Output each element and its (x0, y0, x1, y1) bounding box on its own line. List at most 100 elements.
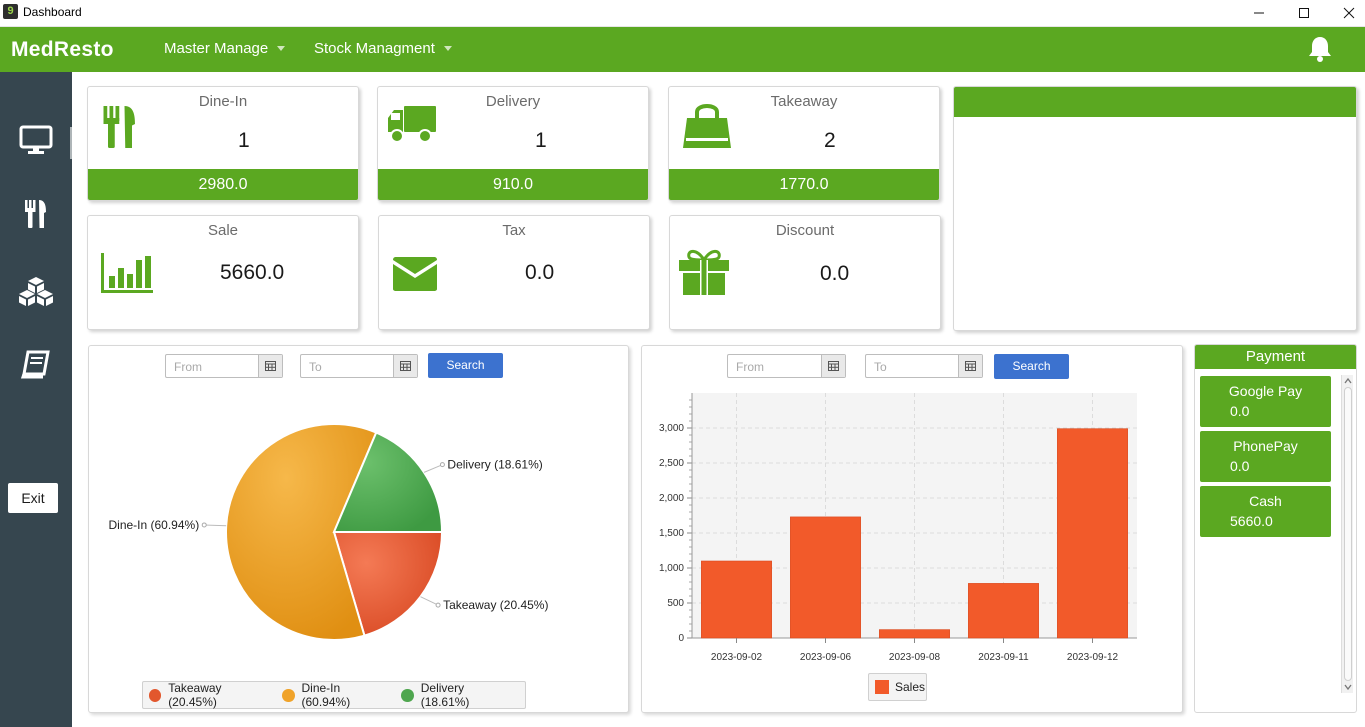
bar-y-tick-label: 1,500 (659, 528, 684, 539)
card-delivery: Delivery 1 910.0 (377, 86, 649, 201)
bar-search-button[interactable]: Search (994, 354, 1069, 379)
chevron-down-icon (1344, 684, 1352, 691)
bar-2023-09-12 (1057, 428, 1128, 639)
minimize-button[interactable] (1236, 0, 1282, 26)
scrollbar-thumb[interactable] (1344, 387, 1352, 681)
pie-slice-dine-in (225, 423, 378, 641)
payment-value: 0.0 (1230, 403, 1250, 419)
bar-from-date-input[interactable]: From (727, 354, 846, 378)
card-discount-value: 0.0 (820, 262, 850, 285)
book-icon (20, 350, 50, 379)
payment-scrollbar[interactable] (1341, 375, 1353, 693)
payment-name: Cash (1249, 493, 1282, 509)
bar-chart-icon (100, 252, 154, 299)
card-discount-title: Discount (775, 222, 835, 239)
calendar-icon[interactable] (258, 355, 282, 377)
card-takeaway: Takeaway 2 1770.0 (668, 86, 940, 201)
pie-search-button[interactable]: Search (428, 353, 503, 378)
bar-x-tick-label: 2023-09-08 (889, 652, 941, 663)
brand-logo: MedResto (11, 38, 114, 61)
sidebar-item-dashboard[interactable] (0, 124, 72, 156)
gift-icon (677, 248, 731, 301)
minimize-icon (1254, 12, 1264, 14)
calendar-icon[interactable] (958, 355, 982, 377)
pie-slice-takeaway (332, 531, 444, 637)
menu-master-manage-label: Master Manage (164, 40, 269, 57)
pie-label: Delivery (18.61%) (447, 458, 542, 472)
bar-y-tick-label: 1,000 (659, 563, 684, 574)
menu-master-manage[interactable]: Master Manage (164, 40, 286, 57)
payment-value: 0.0 (1230, 458, 1250, 474)
window-titlebar: 9 Dashboard (0, 0, 1365, 27)
legend-label: Delivery (18.61%) (420, 681, 470, 709)
cubes-icon (19, 277, 53, 306)
pie-from-placeholder: From (174, 360, 202, 374)
card-dine-in-amount: 2980.0 (88, 169, 358, 200)
bar-2023-09-06 (790, 516, 861, 639)
exit-button[interactable]: Exit (8, 483, 58, 513)
close-button[interactable] (1326, 0, 1365, 26)
payment-panel: Payment Google Pay 0.0 PhonePay 0.0 Cash… (1194, 344, 1357, 713)
sidebar-item-stock[interactable] (0, 275, 72, 307)
bar-x-tick-label: 2023-09-12 (1067, 652, 1119, 663)
pie-from-date-input[interactable]: From (165, 354, 283, 378)
card-delivery-count: 1 (535, 129, 547, 152)
shopping-bag-icon (681, 100, 733, 157)
bar-x-tick-label: 2023-09-11 (978, 652, 1029, 663)
pie-legend: Takeaway (20.45%) Dine-In (60.94%) Deliv… (142, 681, 526, 709)
pie-to-placeholder: To (309, 360, 322, 374)
sidebar-item-reports[interactable] (0, 350, 72, 380)
bar-y-tick-label: 2,500 (659, 458, 684, 469)
card-tax: Tax 0.0 (378, 215, 650, 330)
legend-item-takeaway: Takeaway (20.45%) (148, 681, 269, 709)
card-delivery-title: Delivery (485, 93, 541, 110)
bar-to-placeholder: To (874, 360, 887, 374)
card-dine-in-count: 1 (238, 129, 250, 152)
bar-chart: 0 500 1,000 1,500 2,000 2,500 3,000 2023-09-02 2… (659, 393, 1137, 663)
bar-y-tick-label: 500 (667, 598, 684, 609)
info-panel-header (954, 87, 1356, 117)
pie-leader-dot (439, 462, 445, 468)
payment-item-phonepay[interactable]: PhonePay 0.0 (1200, 431, 1331, 482)
legend-swatch (148, 688, 162, 702)
calendar-icon[interactable] (821, 355, 845, 377)
payment-item-google-pay[interactable]: Google Pay 0.0 (1200, 376, 1331, 427)
pie-leader-dot (435, 602, 441, 608)
card-takeaway-title: Takeaway (770, 93, 838, 110)
legend-swatch (401, 688, 414, 702)
app-icon: 9 (3, 4, 18, 19)
top-navbar: MedResto Master Manage Stock Managment (0, 27, 1365, 72)
menu-stock-management[interactable]: Stock Managment (314, 40, 452, 57)
sidebar-item-restaurant[interactable] (0, 198, 72, 230)
card-sale: Sale 5660.0 (87, 215, 359, 330)
chevron-up-icon (1344, 377, 1352, 384)
legend-swatch (875, 680, 889, 694)
info-panel (953, 86, 1357, 331)
legend-item-delivery: Delivery (18.61%) (401, 681, 512, 709)
calendar-icon[interactable] (393, 355, 417, 377)
pie-label: Dine-In (60.94%) (108, 518, 199, 532)
payment-item-cash[interactable]: Cash 5660.0 (1200, 486, 1331, 537)
bar-chart-panel: From To Search 0 500 1,000 1,500 2,000 2,500 3… (641, 345, 1183, 713)
pie-leader-line (204, 524, 227, 527)
payment-name: PhonePay (1233, 438, 1298, 454)
card-dine-in-title: Dine-In (198, 93, 248, 110)
maximize-button[interactable] (1281, 0, 1327, 26)
bar-x-tick-label: 2023-09-06 (800, 652, 852, 663)
bar-to-date-input[interactable]: To (865, 354, 983, 378)
window-title: Dashboard (23, 5, 82, 19)
envelope-icon (391, 256, 439, 297)
pie-to-date-input[interactable]: To (300, 354, 418, 378)
bar-x-tick-label: 2023-09-02 (711, 652, 763, 663)
bar-y-tick-label: 2,000 (659, 493, 684, 504)
chevron-down-icon (277, 46, 286, 51)
bar-legend: Sales (868, 673, 927, 701)
close-icon (1343, 7, 1355, 19)
card-delivery-amount: 910.0 (378, 169, 648, 200)
chevron-down-icon (443, 46, 452, 51)
notification-button[interactable] (1307, 35, 1333, 68)
cutlery-icon (100, 103, 140, 156)
bell-icon (1309, 37, 1331, 62)
payment-value: 5660.0 (1230, 513, 1273, 529)
bar-2023-09-08 (879, 629, 950, 639)
